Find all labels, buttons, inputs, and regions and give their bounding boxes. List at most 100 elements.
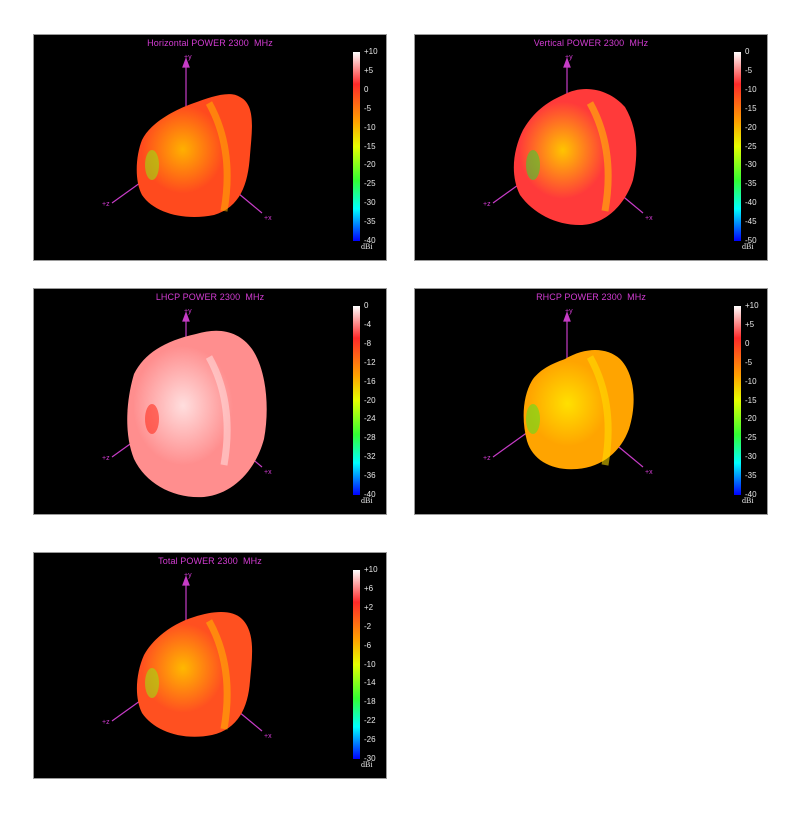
total-power-panel: Total POWER 2300 MHz +y +z +x +10 +6 +2 -2 -6 -10… <box>33 552 387 779</box>
colorbar <box>734 306 741 495</box>
colorbar-unit: dBi <box>361 496 373 505</box>
colorbar-tick-label: -20 <box>745 414 757 424</box>
colorbar-tick-label: +2 <box>364 602 374 612</box>
chart-title: RHCP POWER 2300 MHz <box>536 292 646 302</box>
z-axis-label: +z <box>483 201 491 208</box>
colorbar-unit: dBi <box>742 496 754 505</box>
colorbar <box>353 306 360 495</box>
colorbar <box>353 52 360 241</box>
colorbar-tick-label: -20 <box>364 395 376 405</box>
surface-shade <box>205 101 231 212</box>
radiation-pattern-surface <box>523 350 634 470</box>
colorbar-tick-label: -8 <box>364 338 372 348</box>
y-axis-label: +y <box>184 572 192 579</box>
colorbar-tick-label: -35 <box>745 471 757 481</box>
colorbar-tick-label: 0 <box>745 47 750 56</box>
colorbar-tick-label: +10 <box>745 301 759 310</box>
colorbar-tick-label: -15 <box>364 141 376 151</box>
x-axis-label: +x <box>645 215 653 222</box>
low-gain-region <box>145 668 159 698</box>
colorbar-tick-label: -6 <box>364 640 372 650</box>
colorbar-ticks: 0 -4 -8 -12 -16 -20 -24 -28 -32 -36 -40 <box>364 302 386 499</box>
vertical-power-panel: Vertical POWER 2300 MHz +y +z +x 0 -5 -10 -15 -2… <box>414 34 768 261</box>
y-axis-label: +y <box>565 54 573 61</box>
colorbar-tick-label: -40 <box>745 490 757 499</box>
low-gain-region <box>526 150 540 180</box>
x-axis-label: +x <box>264 733 272 740</box>
chart-title: Vertical POWER 2300 MHz <box>533 38 649 48</box>
colorbar-tick-label: 0 <box>745 338 750 348</box>
chart-title: LHCP POWER 2300 MHz <box>155 292 265 302</box>
colorbar-tick-label: -10 <box>364 122 376 132</box>
colorbar-tick-label: -15 <box>745 395 757 405</box>
colorbar-tick-label: +10 <box>364 565 378 574</box>
y-arrowhead <box>563 57 571 68</box>
colorbar-tick-label: -30 <box>745 452 757 462</box>
radiation-pattern-surface <box>136 94 252 217</box>
low-gain-region <box>145 150 159 180</box>
colorbar-tick-label: -2 <box>364 621 372 631</box>
z-axis-label: +z <box>483 455 491 462</box>
colorbar-ticks: +10 +6 +2 -2 -6 -10 -14 -18 -22 -26 -30 <box>364 566 386 763</box>
z-axis-label: +z <box>102 201 110 208</box>
colorbar-tick-label: -20 <box>745 122 757 132</box>
y-arrowhead <box>563 311 571 322</box>
colorbar-tick-label: -20 <box>364 160 376 170</box>
horizontal-power-panel: Horizontal POWER 2300 MHz +y +z +x +10 +5 0 -5 -… <box>33 34 387 261</box>
y-axis-label: +y <box>184 54 192 61</box>
colorbar-tick-label: +10 <box>364 47 378 56</box>
pattern-plot: +y +z +x <box>102 308 272 498</box>
colorbar-tick-label: -15 <box>745 103 757 113</box>
y-axis-label: +y <box>565 308 573 315</box>
low-gain-region <box>145 404 159 434</box>
colorbar-tick-label: 0 <box>364 301 369 310</box>
colorbar-tick-label: -5 <box>745 357 753 367</box>
colorbar-tick-label: -35 <box>364 217 376 227</box>
colorbar-tick-label: -30 <box>364 754 376 763</box>
colorbar <box>734 52 741 241</box>
colorbar-tick-label: -22 <box>364 716 376 726</box>
colorbar-tick-label: -35 <box>745 179 757 189</box>
colorbar-tick-label: -36 <box>364 471 376 481</box>
pattern-plot: +y +z +x <box>102 572 272 740</box>
colorbar-tick-label: -25 <box>364 179 376 189</box>
colorbar-tick-label: +5 <box>364 65 374 75</box>
colorbar-tick-label: -18 <box>364 697 376 707</box>
colorbar-tick-label: -45 <box>745 217 757 227</box>
surface-shade <box>586 101 612 212</box>
colorbar-tick-label: -10 <box>745 84 757 94</box>
radiation-pattern-surface <box>127 330 267 498</box>
colorbar-ticks: +10 +5 0 -5 -10 -15 -20 -25 -30 -35 -40 <box>745 302 767 499</box>
colorbar <box>353 570 360 759</box>
colorbar-tick-label: -10 <box>745 376 757 386</box>
colorbar-tick-label: -4 <box>364 319 372 329</box>
colorbar-ticks: +10 +5 0 -5 -10 -15 -20 -25 -30 -35 -40 <box>364 48 386 245</box>
colorbar-tick-label: -25 <box>745 433 757 443</box>
x-axis-label: +x <box>645 469 653 476</box>
colorbar-tick-label: +6 <box>364 583 374 593</box>
x-axis-label: +x <box>264 469 272 476</box>
colorbar-tick-label: -16 <box>364 376 376 386</box>
y-arrowhead <box>182 311 190 322</box>
colorbar-tick-label: -28 <box>364 433 376 443</box>
colorbar-tick-label: -40 <box>745 198 757 208</box>
colorbar-unit: dBi <box>361 242 373 251</box>
x-axis-label: +x <box>264 215 272 222</box>
y-axis-label: +y <box>184 308 192 315</box>
surface-shade <box>205 619 231 730</box>
chart-title: Horizontal POWER 2300 MHz <box>147 38 273 48</box>
pattern-plot: +y +z +x <box>483 308 653 476</box>
y-arrowhead <box>182 575 190 586</box>
colorbar-tick-label: -40 <box>364 236 376 245</box>
colorbar-tick-label: -5 <box>745 65 753 75</box>
z-axis-label: +z <box>102 719 110 726</box>
low-gain-region <box>526 404 540 434</box>
colorbar-tick-label: -14 <box>364 678 376 688</box>
colorbar-tick-label: -40 <box>364 490 376 499</box>
colorbar-tick-label: -5 <box>364 103 372 113</box>
colorbar-tick-label: -10 <box>364 659 376 669</box>
colorbar-tick-label: -26 <box>364 735 376 745</box>
colorbar-tick-label: -30 <box>364 198 376 208</box>
colorbar-tick-label: -32 <box>364 452 376 462</box>
surface-shade <box>205 355 231 466</box>
